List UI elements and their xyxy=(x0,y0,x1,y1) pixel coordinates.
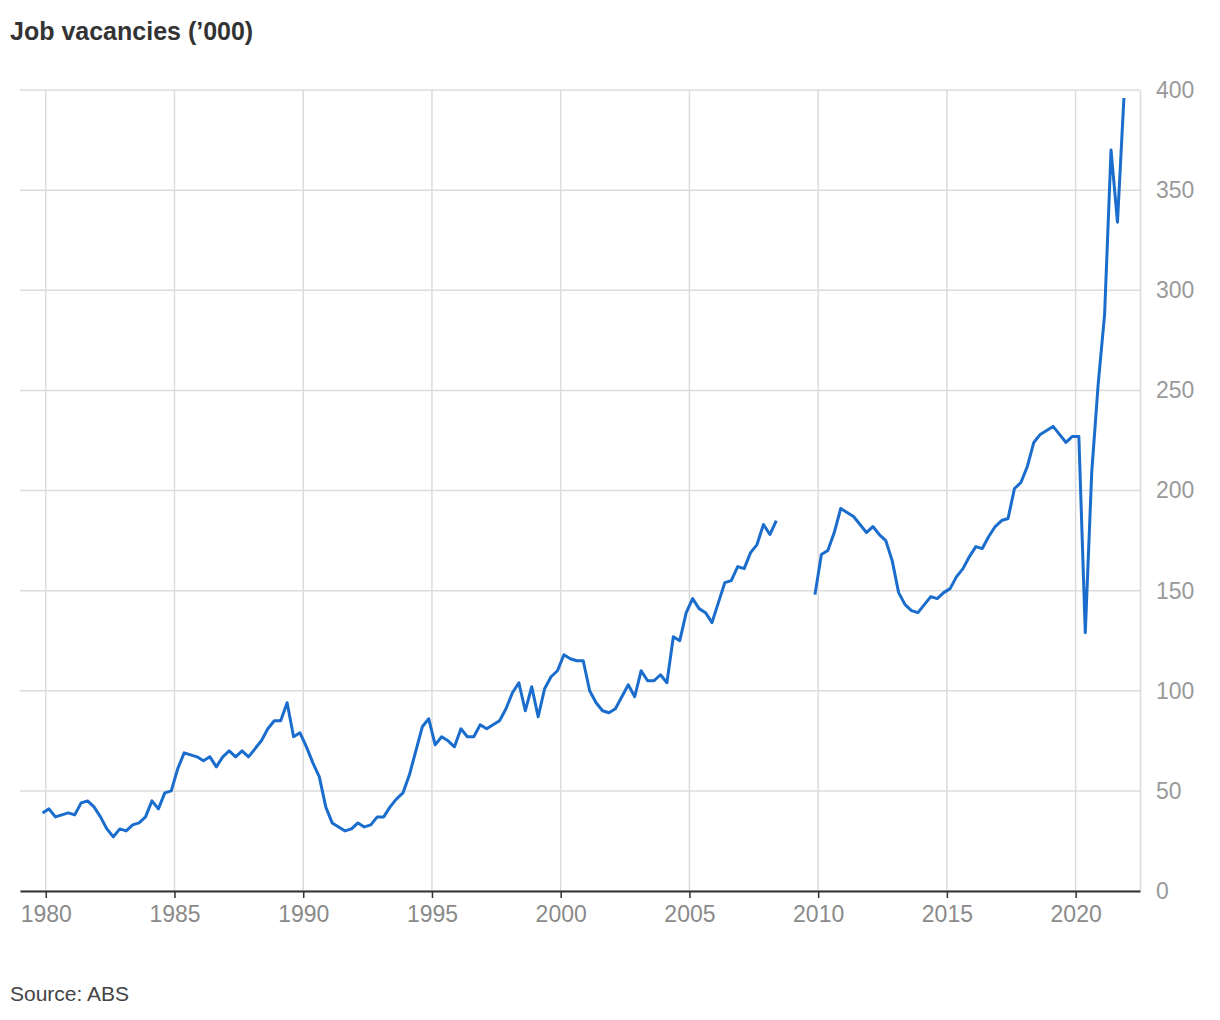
source: Source: ABS xyxy=(10,982,129,1005)
x-grid-line xyxy=(431,90,433,891)
x-tick-label: 2005 xyxy=(664,901,715,927)
y-axis-line xyxy=(1140,91,1142,892)
x-grid-line xyxy=(174,90,176,891)
x-tick-mark xyxy=(174,891,176,898)
y-tick: 400 xyxy=(1140,77,1194,103)
y-tick-label: 100 xyxy=(1156,678,1194,704)
y-tick: 0 xyxy=(1140,878,1169,904)
x-tick-mark xyxy=(1075,891,1077,898)
x-grid-line xyxy=(1075,90,1077,891)
y-axis: 0 50 100 150 200 250 300 350 400 xyxy=(1140,77,1194,904)
y-grid-line xyxy=(20,690,1140,692)
x-tick-mark xyxy=(560,891,562,898)
y-grid-line xyxy=(20,89,1140,91)
x-tick: 2020 xyxy=(1051,891,1102,927)
y-grid-line xyxy=(20,490,1140,492)
x-axis-line xyxy=(21,891,1141,893)
x-grid-line xyxy=(560,90,562,891)
x-tick-mark xyxy=(947,891,949,898)
y-grid-line xyxy=(20,590,1140,592)
x-tick: 1990 xyxy=(278,891,329,927)
y-grid-line xyxy=(20,790,1140,792)
x-tick-label: 2015 xyxy=(922,901,973,927)
y-tick: 150 xyxy=(1140,577,1194,603)
y-tick-label: 150 xyxy=(1156,577,1194,603)
x-tick-label: 1985 xyxy=(149,901,200,927)
x-tick: 2015 xyxy=(922,891,973,927)
y-grid-line xyxy=(20,189,1140,191)
x-tick-mark xyxy=(689,891,691,898)
x-tick-label: 2010 xyxy=(793,901,844,927)
y-grid-line xyxy=(20,390,1140,392)
x-tick: 2010 xyxy=(793,891,844,927)
x-tick: 1985 xyxy=(149,891,200,927)
line xyxy=(43,98,1124,837)
plot-area xyxy=(43,98,1124,837)
x-tick: 1995 xyxy=(407,891,458,927)
x-tick: 1980 xyxy=(21,891,72,927)
y-tick: 50 xyxy=(1140,778,1182,804)
x-tick-label: 1980 xyxy=(21,901,72,927)
y-tick-label: 350 xyxy=(1156,177,1194,203)
chart: Job vacancies (’000) 0 50 100 150 200 250 300 35… xyxy=(0,0,1220,1020)
y-tick: 200 xyxy=(1140,477,1194,503)
x-grid-line xyxy=(45,90,47,891)
x-tick-mark xyxy=(818,891,820,898)
y-tick-label: 400 xyxy=(1156,77,1194,103)
x-grid-line xyxy=(817,90,819,891)
y-tick-label: 250 xyxy=(1156,377,1194,403)
y-grid-line xyxy=(20,890,1140,892)
y-tick-label: 0 xyxy=(1156,878,1169,904)
y-tick: 250 xyxy=(1140,377,1194,403)
y-tick-label: 200 xyxy=(1156,477,1194,503)
x-tick-label: 1990 xyxy=(278,901,329,927)
title: Job vacancies (’000) xyxy=(10,17,253,45)
x-tick: 2005 xyxy=(664,891,715,927)
x-tick-mark xyxy=(432,891,434,898)
x-tick: 2000 xyxy=(536,891,587,927)
grid xyxy=(20,90,1140,891)
y-tick: 300 xyxy=(1140,277,1194,303)
x-tick-label: 2000 xyxy=(536,901,587,927)
x-tick-mark xyxy=(303,891,305,898)
x-tick-mark xyxy=(45,891,47,898)
x-tick-label: 1995 xyxy=(407,901,458,927)
y-tick-label: 50 xyxy=(1156,778,1182,804)
x-tick-label: 2020 xyxy=(1051,901,1102,927)
y-grid-line xyxy=(20,290,1140,292)
y-tick-label: 300 xyxy=(1156,277,1194,303)
x-grid-line xyxy=(946,90,948,891)
y-tick: 100 xyxy=(1140,678,1194,704)
x-grid-line xyxy=(302,90,304,891)
x-axis: 1980 1985 1990 1995 2000 2005 2010 2015 2020 xyxy=(21,891,1141,927)
x-grid-line xyxy=(689,90,691,891)
y-tick: 350 xyxy=(1140,177,1194,203)
